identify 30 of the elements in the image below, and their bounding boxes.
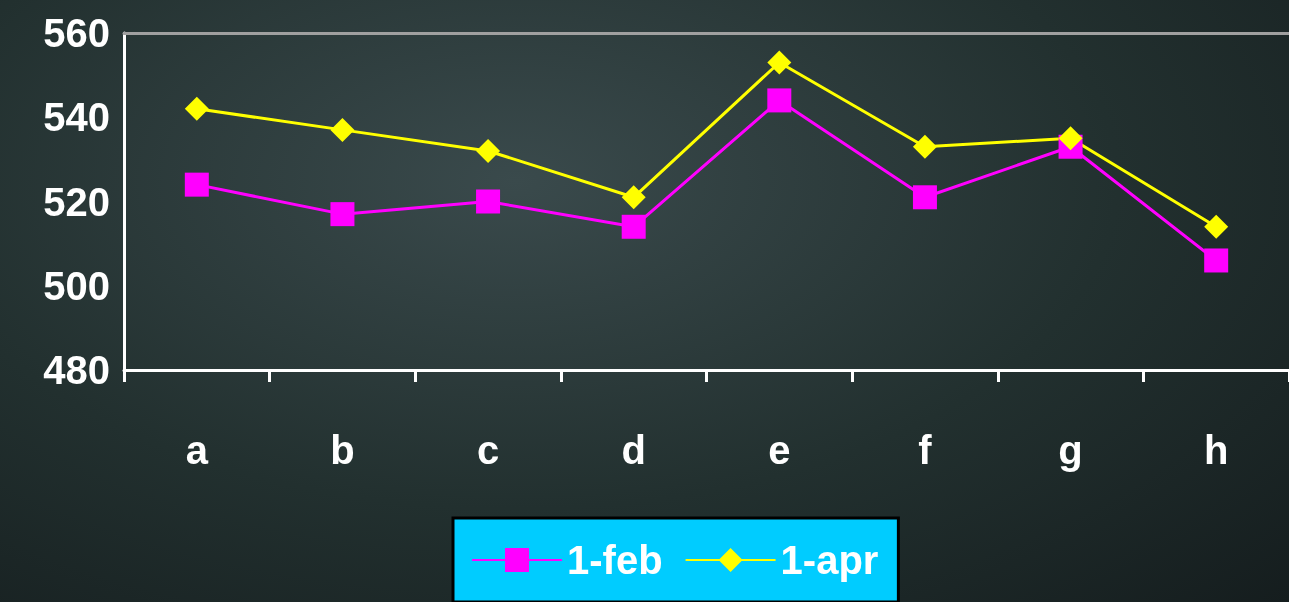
y-tick-label: 500 (43, 263, 110, 308)
x-tick-label: a (185, 428, 209, 472)
x-tick-label: e (768, 428, 791, 472)
point (184, 96, 209, 121)
legend-label: 1-apr (780, 538, 879, 582)
point (476, 138, 501, 163)
point (1058, 126, 1083, 151)
point (912, 185, 937, 210)
x-tick-label: c (476, 428, 500, 472)
y-tick-label: 560 (43, 11, 110, 55)
legend-label: 1-feb (567, 538, 663, 582)
point (330, 202, 355, 227)
y-tick-label: 480 (43, 348, 110, 392)
point (767, 88, 792, 113)
point (1204, 248, 1229, 273)
y-tick-label: 520 (43, 179, 110, 224)
x-tick-label: f (918, 428, 933, 472)
x-tick-label: b (330, 428, 355, 472)
point (330, 117, 355, 142)
point (476, 189, 501, 214)
point (912, 134, 937, 159)
y-tick-label: 540 (43, 95, 110, 140)
x-tick-label: h (1203, 428, 1229, 472)
x-tick-label: g (1058, 428, 1083, 472)
point (184, 172, 209, 197)
point (621, 185, 646, 210)
point (1204, 214, 1229, 239)
point (621, 214, 646, 239)
x-tick-label: d (621, 428, 646, 472)
point (767, 50, 792, 75)
